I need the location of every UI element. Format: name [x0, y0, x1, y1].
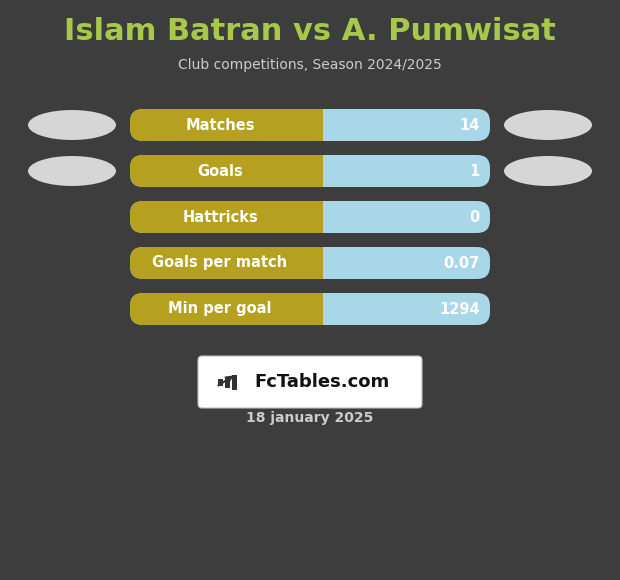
- Text: Hattricks: Hattricks: [182, 209, 258, 224]
- Ellipse shape: [504, 156, 592, 186]
- FancyBboxPatch shape: [198, 356, 422, 408]
- Text: 0.07: 0.07: [444, 256, 480, 270]
- Text: 1294: 1294: [440, 302, 480, 317]
- FancyBboxPatch shape: [130, 155, 490, 187]
- Text: Goals per match: Goals per match: [153, 256, 288, 270]
- Bar: [232, 375, 237, 390]
- Text: Goals: Goals: [197, 164, 243, 179]
- Bar: [310, 201, 323, 233]
- Bar: [310, 109, 323, 141]
- FancyBboxPatch shape: [130, 109, 490, 141]
- Ellipse shape: [28, 110, 116, 140]
- FancyBboxPatch shape: [130, 247, 323, 279]
- Bar: [310, 155, 323, 187]
- Text: FcTables.com: FcTables.com: [254, 373, 389, 391]
- Text: 14: 14: [459, 118, 480, 132]
- FancyBboxPatch shape: [130, 293, 490, 325]
- FancyBboxPatch shape: [130, 201, 323, 233]
- Text: Club competitions, Season 2024/2025: Club competitions, Season 2024/2025: [178, 58, 442, 72]
- FancyBboxPatch shape: [130, 109, 323, 141]
- Text: 18 january 2025: 18 january 2025: [246, 411, 374, 425]
- Text: 0: 0: [470, 209, 480, 224]
- FancyBboxPatch shape: [130, 155, 323, 187]
- FancyBboxPatch shape: [130, 247, 490, 279]
- Ellipse shape: [504, 110, 592, 140]
- Text: 1: 1: [470, 164, 480, 179]
- Ellipse shape: [28, 156, 116, 186]
- Bar: [225, 376, 230, 387]
- FancyBboxPatch shape: [130, 201, 490, 233]
- Text: Matches: Matches: [185, 118, 255, 132]
- FancyBboxPatch shape: [130, 293, 323, 325]
- Bar: [310, 247, 323, 279]
- Text: Min per goal: Min per goal: [168, 302, 272, 317]
- Bar: [310, 293, 323, 325]
- Bar: [218, 379, 223, 386]
- Text: Islam Batran vs A. Pumwisat: Islam Batran vs A. Pumwisat: [64, 17, 556, 46]
